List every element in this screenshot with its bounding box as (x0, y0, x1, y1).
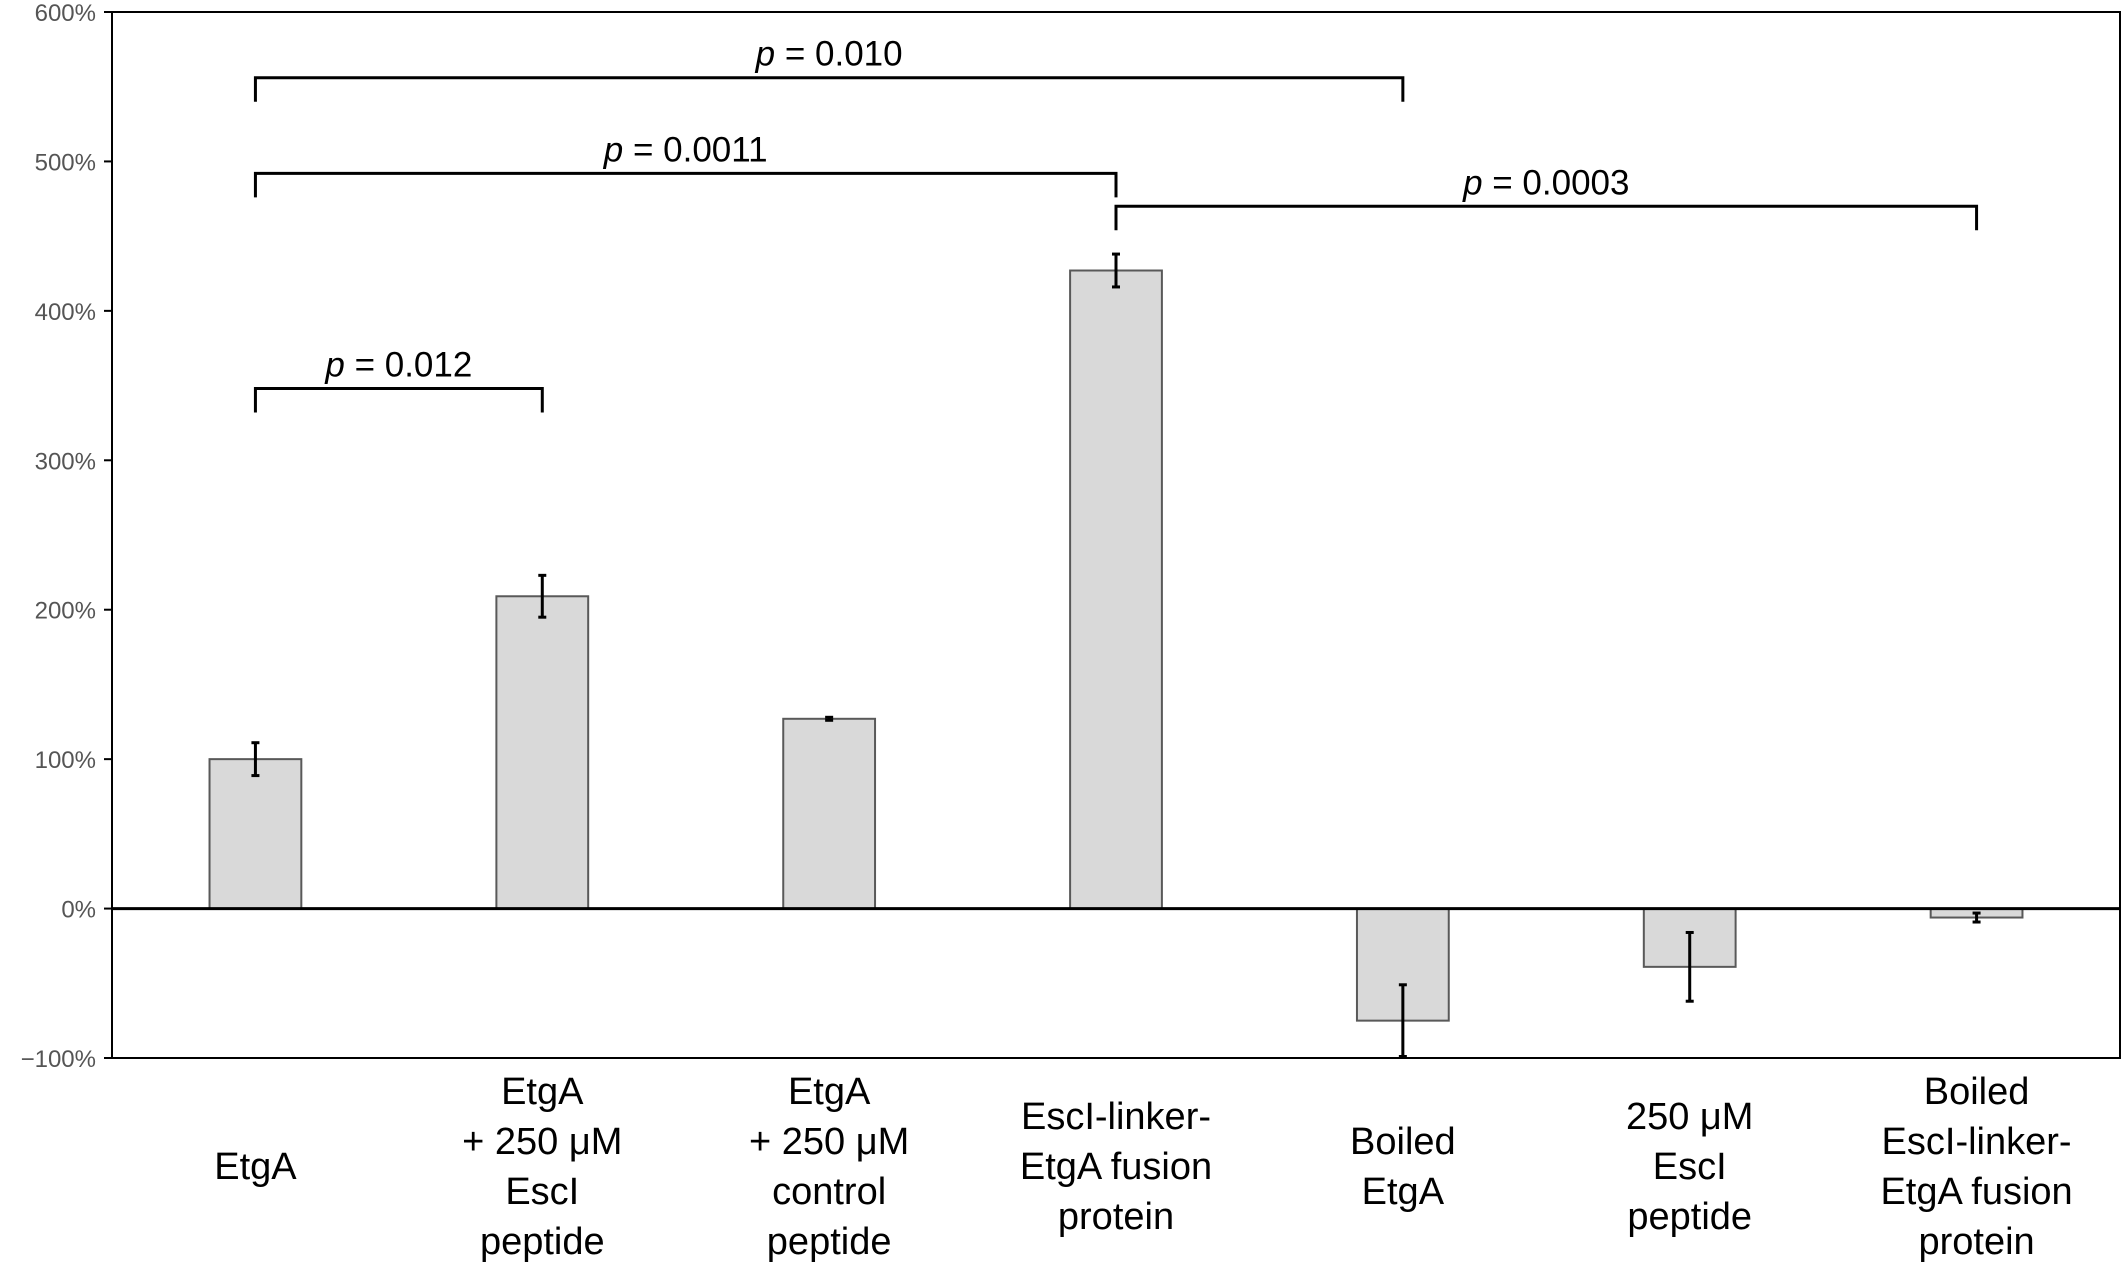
p-value-label: p = 0.012 (324, 346, 472, 385)
category-label-line: control (772, 1171, 886, 1213)
y-tick-label: 0% (61, 897, 96, 924)
category-label-line: peptide (767, 1221, 892, 1263)
significance-bracket (253, 76, 1405, 102)
category-label-line: peptide (480, 1221, 605, 1263)
category-label-line: 250 μM (1626, 1096, 1754, 1138)
category-label: Boiled EscI-linker- EtgA fusion protein (1880, 1071, 2072, 1263)
y-tick-label: 300% (35, 448, 96, 475)
p-symbol: p (1462, 163, 1482, 202)
category-label: EtgA + 250 μM EscI peptide (462, 1071, 622, 1263)
category-label: 250 μM EscI peptide (1626, 1096, 1754, 1238)
category-label: Boiled EtgA (1350, 1121, 1456, 1213)
category-label-line: EtgA (1362, 1171, 1445, 1213)
p-value-label: p = 0.010 (755, 35, 903, 74)
category-label-line: Boiled (1924, 1071, 2030, 1113)
category-label-line: protein (1058, 1196, 1174, 1238)
category-label-line: Boiled (1350, 1121, 1456, 1163)
category-label-line: protein (1918, 1221, 2034, 1263)
category-label-line: EscI-linker- (1882, 1121, 2072, 1163)
y-tick-label: 200% (35, 598, 96, 625)
y-tick-label: −100% (21, 1046, 96, 1073)
p-symbol: p (324, 346, 344, 385)
category-label-line: EscI (505, 1171, 579, 1213)
y-tick-label: 100% (35, 747, 96, 774)
bar (495, 595, 590, 910)
category-label: EscI-linker- EtgA fusion protein (1020, 1096, 1212, 1238)
significance-bracket (253, 171, 1118, 198)
y-tick-label: 400% (35, 299, 96, 326)
category-label-line: EtgA (214, 1146, 297, 1188)
p-value-text: = 0.012 (345, 346, 472, 385)
category-label-line: EscI-linker- (1021, 1096, 1211, 1138)
p-symbol: p (603, 130, 623, 169)
category-label-line: EscI (1653, 1146, 1727, 1188)
category-label: EtgA (214, 1146, 297, 1188)
p-symbol: p (755, 35, 775, 74)
bar (208, 758, 303, 910)
category-label-line: + 250 μM (462, 1121, 622, 1163)
bar (782, 717, 877, 910)
category-label-line: EtgA fusion (1880, 1171, 2072, 1213)
significance-bracket (1114, 204, 1979, 231)
bar (1069, 269, 1163, 910)
category-label-line: + 250 μM (749, 1121, 909, 1163)
y-tick-label: 600% (35, 0, 96, 27)
p-value-text: = 0.010 (775, 35, 902, 74)
category-label-line: EtgA fusion (1020, 1146, 1212, 1188)
p-value-label: p = 0.0003 (1462, 163, 1629, 202)
significance-bracket (253, 387, 544, 413)
plot-frame (111, 11, 2121, 1059)
category-label: EtgA + 250 μM control peptide (749, 1071, 909, 1263)
category-label-line: EtgA (501, 1071, 584, 1113)
p-value-text: = 0.0003 (1483, 163, 1630, 202)
p-value-text: = 0.0011 (623, 130, 767, 169)
p-value-label: p = 0.0011 (603, 130, 768, 169)
y-tick-label: 500% (35, 149, 96, 176)
category-label-line: EtgA (788, 1071, 871, 1113)
category-label-line: peptide (1627, 1196, 1752, 1238)
